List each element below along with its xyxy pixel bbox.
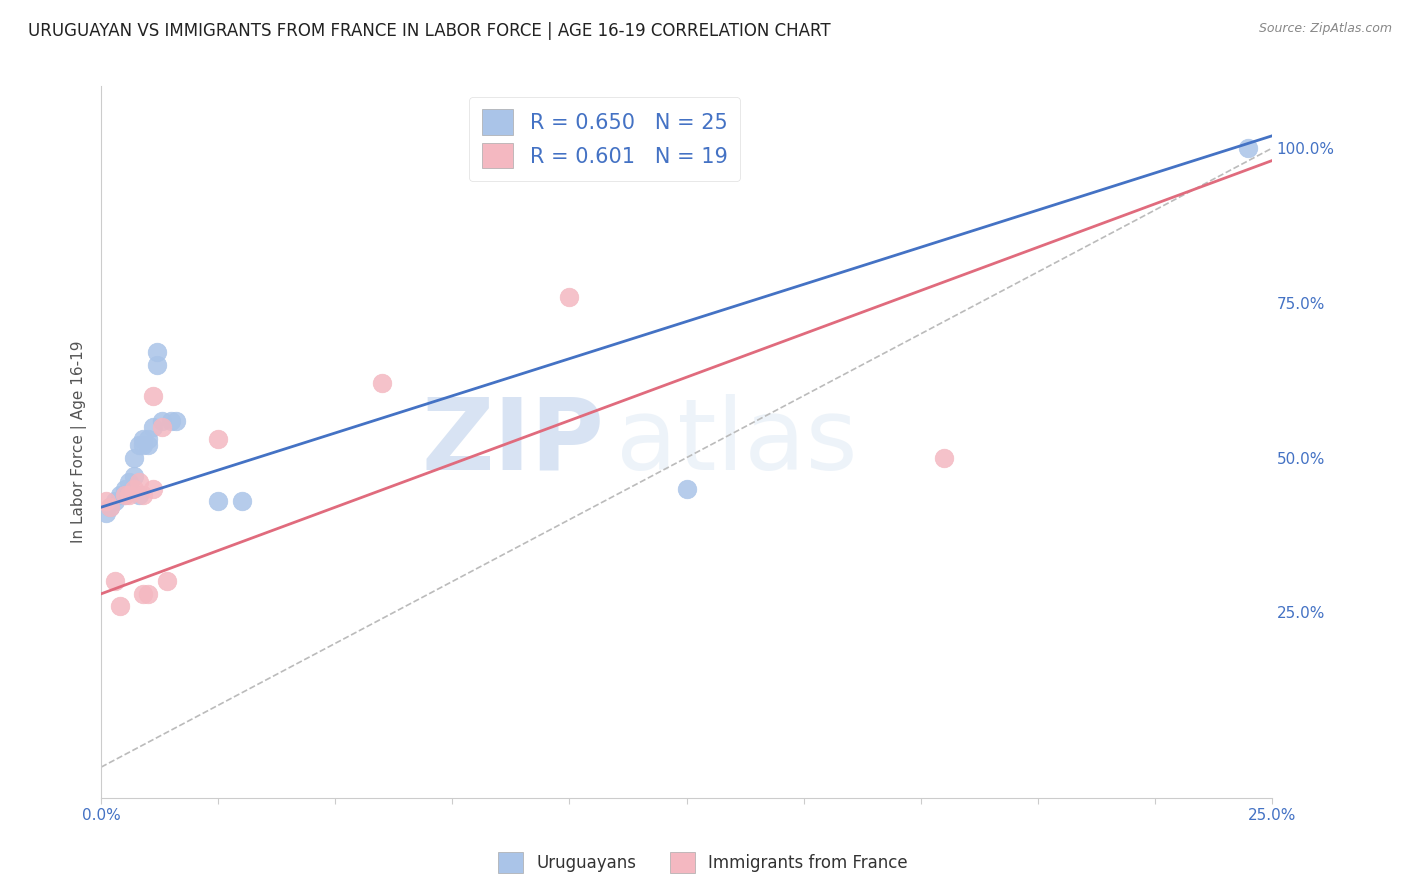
Text: URUGUAYAN VS IMMIGRANTS FROM FRANCE IN LABOR FORCE | AGE 16-19 CORRELATION CHART: URUGUAYAN VS IMMIGRANTS FROM FRANCE IN L… (28, 22, 831, 40)
Text: ZIP: ZIP (422, 393, 605, 491)
Point (150, 419, 173, 434)
Point (156, 574, 179, 589)
Point (160, 413, 183, 427)
Point (128, 488, 150, 502)
Legend: Uruguayans, Immigrants from France: Uruguayans, Immigrants from France (492, 846, 914, 880)
Point (371, 376, 394, 391)
Point (132, 432, 155, 446)
Point (207, 432, 229, 446)
Point (114, 488, 136, 502)
Point (675, 482, 697, 496)
Point (142, 482, 165, 496)
Point (142, 419, 165, 434)
Point (100, 500, 122, 515)
Text: Source: ZipAtlas.com: Source: ZipAtlas.com (1258, 22, 1392, 36)
Point (108, 599, 131, 614)
Point (136, 587, 159, 601)
Point (122, 482, 145, 496)
Point (165, 413, 187, 427)
Legend: R = 0.650   N = 25, R = 0.601   N = 19: R = 0.650 N = 25, R = 0.601 N = 19 (470, 96, 740, 181)
Text: atlas: atlas (616, 393, 858, 491)
Point (122, 450, 145, 465)
Point (231, 494, 253, 508)
Point (94, 507, 117, 521)
Point (128, 438, 150, 452)
Point (207, 494, 229, 508)
Point (118, 488, 141, 502)
Point (114, 482, 136, 496)
Point (142, 389, 165, 403)
Point (932, 450, 955, 465)
Point (136, 438, 159, 452)
Point (104, 494, 127, 508)
Point (108, 488, 131, 502)
Point (558, 290, 581, 304)
Point (1237, 141, 1260, 155)
Point (94, 494, 117, 508)
Point (118, 475, 141, 490)
Y-axis label: In Labor Force | Age 16-19: In Labor Force | Age 16-19 (72, 341, 87, 543)
Point (132, 488, 155, 502)
Point (132, 587, 155, 601)
Point (132, 438, 155, 452)
Point (146, 358, 169, 372)
Point (150, 413, 173, 427)
Point (122, 469, 145, 483)
Point (104, 574, 127, 589)
Point (136, 432, 159, 446)
Point (146, 345, 169, 359)
Point (114, 488, 136, 502)
Point (100, 500, 122, 515)
Point (128, 475, 150, 490)
